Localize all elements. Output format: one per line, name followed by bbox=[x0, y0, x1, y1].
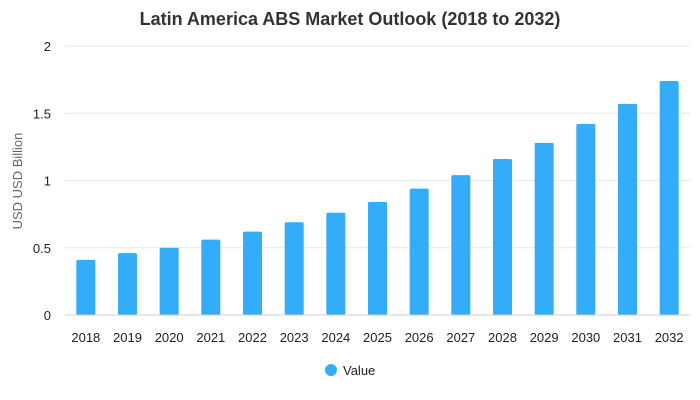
bar-2031[interactable] bbox=[618, 103, 637, 316]
x-tick-label: 2022 bbox=[238, 330, 267, 345]
x-tick-label: 2030 bbox=[571, 330, 600, 345]
x-tick-label: 2023 bbox=[280, 330, 309, 345]
y-tick-label: 1 bbox=[44, 174, 51, 189]
bar-2032[interactable] bbox=[659, 80, 679, 315]
x-tick-label: 2019 bbox=[113, 330, 142, 345]
bar-2025[interactable] bbox=[368, 202, 387, 315]
bar-2030[interactable] bbox=[576, 124, 596, 315]
x-tick-label: 2028 bbox=[488, 330, 517, 345]
bars bbox=[76, 80, 679, 316]
bar-2027[interactable] bbox=[451, 175, 471, 315]
bar-2029[interactable] bbox=[534, 142, 554, 315]
x-tick-label: 2025 bbox=[363, 330, 392, 345]
bar-2028[interactable] bbox=[493, 158, 512, 315]
y-tick-label: 1.5 bbox=[33, 106, 51, 121]
legend[interactable]: Value bbox=[325, 363, 375, 378]
x-tick-label: 2020 bbox=[155, 330, 184, 345]
y-tick-label: 0.5 bbox=[33, 241, 51, 256]
chart-title: Latin America ABS Market Outlook (2018 t… bbox=[140, 9, 561, 29]
y-tick-label: 2 bbox=[44, 39, 51, 54]
bar-2022[interactable] bbox=[243, 231, 262, 315]
y-tick-label: 0 bbox=[44, 308, 51, 323]
x-tick-label: 2026 bbox=[405, 330, 434, 345]
bar-2026[interactable] bbox=[409, 188, 429, 315]
bar-2019[interactable] bbox=[118, 253, 137, 315]
bar-2020[interactable] bbox=[159, 247, 179, 315]
bar-2018[interactable] bbox=[76, 259, 96, 315]
legend-label: Value bbox=[343, 363, 375, 378]
y-axis-ticks: 0 0.5 1 1.5 2 bbox=[33, 39, 51, 323]
bar-2023[interactable] bbox=[284, 222, 304, 315]
x-tick-label: 2018 bbox=[71, 330, 100, 345]
bar-2024[interactable] bbox=[326, 212, 346, 315]
y-axis-label: USD USD Billion bbox=[10, 133, 25, 230]
x-tick-label: 2032 bbox=[655, 330, 684, 345]
x-axis-ticks: 2018 2019 2020 2021 2022 2023 2024 2025 2026 2027… bbox=[71, 330, 683, 345]
x-tick-label: 2024 bbox=[321, 330, 350, 345]
x-tick-label: 2031 bbox=[613, 330, 642, 345]
bar-2021[interactable] bbox=[201, 239, 221, 315]
x-tick-label: 2027 bbox=[446, 330, 475, 345]
x-tick-label: 2029 bbox=[530, 330, 559, 345]
legend-marker-icon bbox=[325, 364, 337, 376]
x-tick-label: 2021 bbox=[196, 330, 225, 345]
